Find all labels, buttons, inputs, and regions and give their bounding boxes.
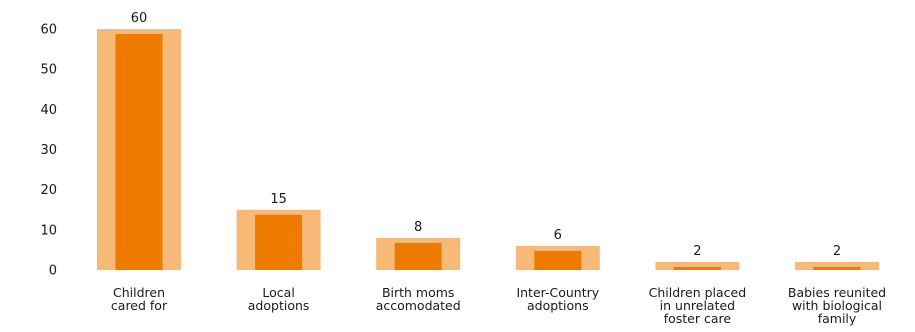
bar-inner [115, 34, 163, 270]
data-label: 60 [131, 11, 148, 26]
x-category-label-line: with biological [792, 298, 882, 313]
x-category-label-line: Local [262, 285, 294, 300]
bar-outer [795, 261, 879, 270]
y-tick-label: 60 [40, 23, 57, 38]
x-category-label-line: cared for [111, 298, 168, 313]
data-labels: 60 15 8 6 2 2 [131, 11, 841, 259]
x-category-label-line: in unrelated [660, 298, 735, 313]
y-tick-label: 10 [40, 223, 57, 238]
x-category-label: Children placed in unrelated foster care [649, 285, 747, 326]
y-tick-label: 0 [49, 264, 57, 279]
x-category-label: Inter-Country adoptions [516, 285, 599, 313]
y-axis: 0 10 20 30 40 50 60 [40, 23, 57, 279]
bar-inner [394, 242, 442, 270]
x-category-label-line: Children [113, 285, 165, 300]
data-label: 6 [554, 228, 562, 243]
x-category-label: Local adoptions [248, 285, 310, 313]
bar-inner [255, 214, 303, 270]
x-category-label: Children cared for [111, 285, 168, 313]
x-category-label-line: accomodated [376, 298, 461, 313]
x-category-label-line: Babies reunited [788, 285, 886, 300]
data-label: 8 [414, 220, 422, 235]
data-label: 2 [833, 244, 841, 259]
x-category-label-line: Children placed [649, 285, 747, 300]
bar-inner [534, 250, 582, 270]
bar-inner [813, 266, 861, 270]
bars [97, 29, 879, 270]
x-category-label-line: foster care [664, 311, 732, 326]
x-category-label-line: adoptions [248, 298, 310, 313]
x-category-label: Birth moms accomodated [376, 285, 461, 313]
y-tick-label: 20 [40, 183, 57, 198]
x-category-label-line: Inter-Country [516, 285, 599, 300]
bar-outer [655, 261, 740, 270]
y-tick-label: 50 [40, 63, 57, 78]
bar-inner [673, 266, 721, 270]
x-category-label-line: adoptions [527, 298, 589, 313]
y-tick-label: 30 [40, 143, 57, 158]
x-category-label: Babies reunited with biological family [788, 285, 886, 326]
data-label: 15 [270, 192, 287, 207]
data-label: 2 [693, 244, 701, 259]
x-category-label-line: family [818, 311, 857, 326]
x-category-label-line: Birth moms [382, 285, 455, 300]
y-tick-label: 40 [40, 103, 57, 118]
